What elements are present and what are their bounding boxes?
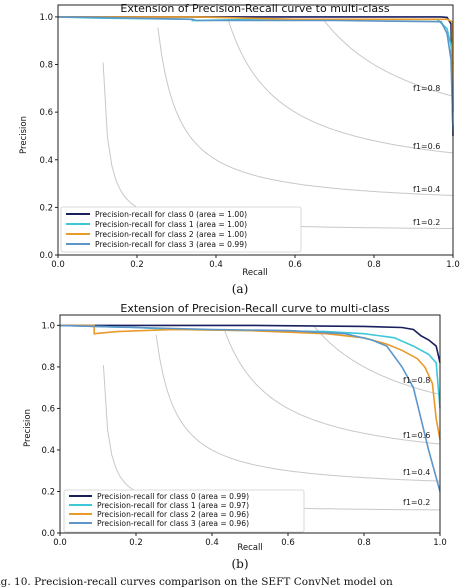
chart-b: Extension of Precision-Recall curve to m…: [23, 302, 447, 571]
chart-b-ytick-label-4: 0.8: [41, 363, 55, 373]
chart-a-series-line-1: [57, 16, 454, 65]
chart-a-legend-label-3: Precision-recall for class 3 (area = 0.9…: [95, 240, 247, 249]
chart-a-xlabel: Recall: [242, 268, 267, 278]
chart-a-iso-f1-curve-2: [157, 27, 454, 196]
chart-b-iso-f1-curve-3: [223, 328, 441, 445]
chart-a-legend-label-2: Precision-recall for class 2 (area = 1.0…: [95, 230, 247, 239]
chart-a-iso-label-08: f1=0.8: [413, 84, 440, 93]
chart-b-iso-label-02: f1=0.2: [403, 498, 430, 507]
chart-b-ylabel: Precision: [23, 409, 33, 447]
chart-a-xtick-label-5: 1.0: [446, 260, 460, 270]
chart-b-sublabel: (b): [231, 557, 248, 571]
chart-a-series: [57, 16, 454, 137]
chart-a-legend: Precision-recall for class 0 (area = 1.0…: [60, 206, 302, 253]
chart-b-series-line-3: [59, 324, 441, 492]
chart-a-legend-label-0: Precision-recall for class 0 (area = 1.0…: [95, 210, 247, 219]
chart-a-ylabel: Precision: [19, 116, 29, 154]
chart-b-iso-label-08: f1=0.8: [403, 376, 430, 385]
chart-b-legend-label-1: Precision-recall for class 1 (area = 0.9…: [97, 501, 249, 510]
chart-a-title: Extension of Precision-Recall curve to m…: [120, 2, 389, 15]
chart-b-xtick-label-1: 0.2: [129, 538, 143, 548]
chart-a-series-line-3: [57, 16, 454, 132]
chart-a-ytick-label-2: 0.4: [39, 156, 53, 166]
chart-a-iso-f1-curve-3: [228, 20, 454, 154]
chart-b-xtick-label-5: 1.0: [433, 538, 447, 548]
chart-b-iso-f1-curves: [102, 326, 441, 511]
chart-a-ytick-label-5: 1.0: [39, 13, 53, 23]
chart-a-sublabel: (a): [232, 282, 249, 296]
chart-b-series-line-0: [60, 324, 441, 363]
chart-b-series-line-2: [60, 324, 441, 440]
chart-a-ytick-label-1: 0.2: [39, 203, 53, 213]
chart-b-ytick-label-0: 0.0: [41, 529, 55, 539]
chart-a-iso-label-02: f1=0.2: [413, 218, 440, 227]
chart-b-ytick-label-1: 0.2: [41, 487, 55, 497]
chart-a-iso-label-04: f1=0.4: [413, 185, 440, 194]
chart-b-plot-frame: [59, 314, 441, 534]
chart-b-xtick-label-0: 0.0: [53, 538, 67, 548]
chart-a-series-line-2: [58, 16, 454, 113]
chart-a-iso-label-06: f1=0.6: [413, 142, 440, 151]
chart-b-xtick-label-2: 0.4: [205, 538, 219, 548]
chart-a-ytick-label-3: 0.6: [39, 108, 53, 118]
chart-b-ytick-label-3: 0.6: [41, 404, 55, 414]
chart-a: Extension of Precision-Recall curve to m…: [19, 2, 460, 296]
chart-b-legend-label-2: Precision-recall for class 2 (area = 0.9…: [97, 510, 249, 519]
chart-b-iso-f1-curve-2: [155, 334, 441, 482]
chart-a-xtick-label-0: 0.0: [51, 260, 65, 270]
chart-b-ticks: 0.0 0.2 0.4 0.6 0.8 1.0 0.0 0.2 0.4 0.6 0.8 1.0: [41, 321, 446, 548]
chart-b-legend: Precision-recall for class 0 (area = 0.9…: [63, 489, 305, 533]
chart-a-xtick-label-1: 0.2: [130, 260, 144, 270]
chart-a-legend-label-1: Precision-recall for class 1 (area = 1.0…: [95, 220, 247, 229]
chart-b-xlabel: Recall: [237, 543, 262, 553]
chart-b-xtick-label-3: 0.6: [281, 538, 295, 548]
chart-a-ticks: 0.0 0.2 0.4 0.6 0.8 1.0 0.0 0.2 0.4 0.6 0.8 1.0: [39, 13, 459, 270]
chart-a-xtick-label-3: 0.6: [288, 260, 302, 270]
chart-b-iso-label-04: f1=0.4: [403, 468, 430, 477]
chart-b-xtick-label-4: 0.8: [357, 538, 371, 548]
chart-b-title: Extension of Precision-Recall curve to m…: [120, 302, 389, 315]
chart-b-ytick-label-2: 0.4: [41, 446, 55, 456]
figure-caption: Fig. 10. Precision-recall curves compari…: [0, 576, 393, 588]
chart-b-series: [59, 324, 441, 492]
chart-b-ytick-label-5: 1.0: [41, 321, 55, 331]
chart-b-iso-label-06: f1=0.6: [403, 431, 430, 440]
chart-b-series-line-1: [59, 324, 441, 409]
chart-a-xtick-label-2: 0.4: [209, 260, 223, 270]
chart-b-legend-box: [63, 489, 305, 533]
chart-b-iso-f1-curve-4: [314, 326, 441, 396]
chart-a-legend-box: [60, 206, 302, 253]
chart-a-ytick-label-4: 0.8: [39, 61, 53, 71]
chart-a-iso-f1-curve-4: [322, 18, 454, 97]
chart-b-legend-label-3: Precision-recall for class 3 (area = 0.9…: [97, 519, 249, 528]
chart-a-iso-f1-curves: [102, 18, 454, 229]
chart-a-xtick-label-4: 0.8: [367, 260, 381, 270]
chart-b-legend-label-0: Precision-recall for class 0 (area = 0.9…: [97, 492, 249, 501]
chart-a-ytick-label-0: 0.0: [39, 251, 53, 261]
chart-a-plot-frame: [57, 4, 454, 256]
